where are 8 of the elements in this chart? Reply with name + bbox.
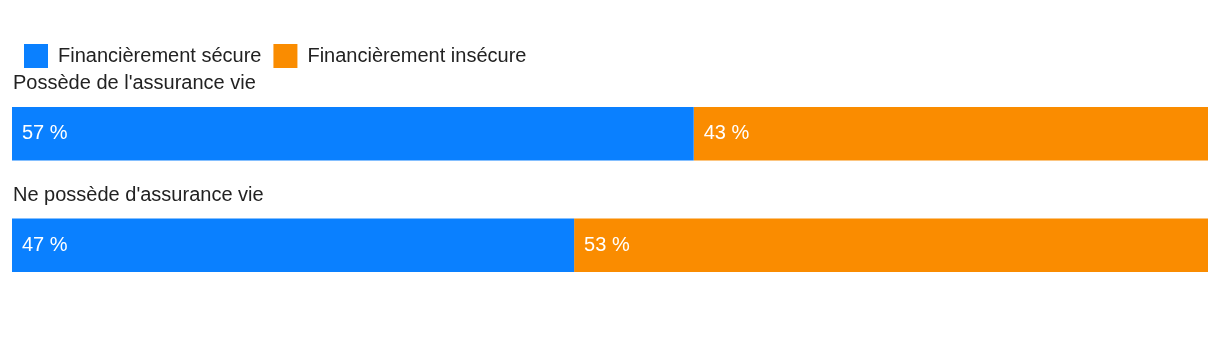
- legend-label: Financièrement insécure: [307, 43, 527, 66]
- y-tick-label: Possède de l'assurance vie: [13, 71, 256, 94]
- y-tick-label: Ne possède d'assurance vie: [13, 182, 264, 205]
- data-label: 47 %: [22, 232, 68, 255]
- legend-label: Financièrement sécure: [58, 43, 262, 66]
- data-label: 53 %: [584, 232, 630, 255]
- data-label: 43 %: [703, 121, 750, 144]
- data-label: 57 %: [22, 121, 68, 144]
